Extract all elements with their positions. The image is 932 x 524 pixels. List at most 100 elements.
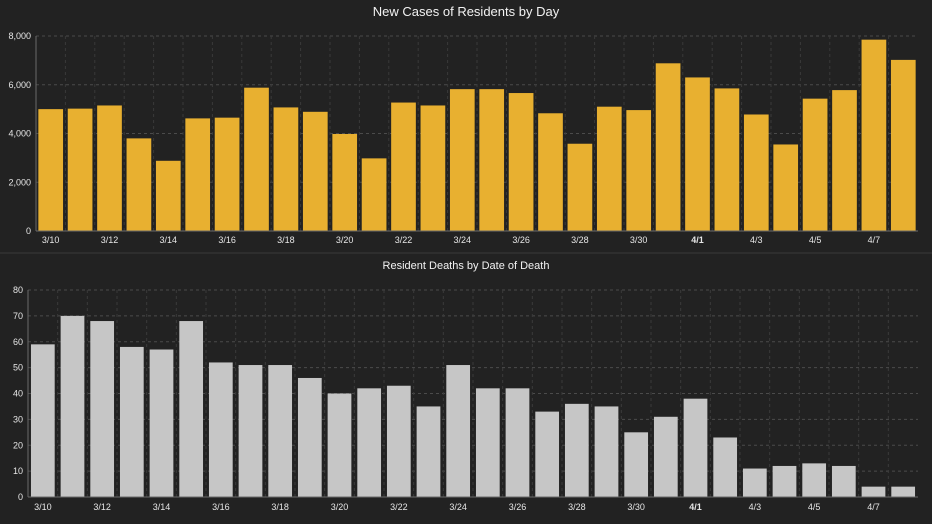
bar-3-17[interactable]: 3/17: 51	[238, 365, 263, 497]
bar-3-28[interactable]: 3/28: 3580	[567, 143, 593, 231]
bar-3-13[interactable]: 3/13: 58	[119, 346, 144, 497]
bar-4-4[interactable]: 4/4: 3550	[773, 144, 799, 231]
bar-3-24[interactable]: 3/24: 5820	[449, 89, 475, 231]
bar-4-6[interactable]: 4/6: 12	[831, 465, 856, 497]
y-tick-label: 6,000	[8, 80, 31, 90]
bar-4-3[interactable]: 4/3: 11	[742, 468, 767, 497]
bar-3-10[interactable]: 3/10: 59	[30, 344, 55, 497]
y-tick-label: 4,000	[8, 129, 31, 139]
bar-3-21[interactable]: 3/21: 2980	[361, 158, 387, 231]
bar-3-30[interactable]: 3/30: 4960	[626, 110, 652, 231]
bar-3-20[interactable]: 3/20: 40	[327, 393, 352, 498]
bar-3-11[interactable]: 3/11: 70	[60, 315, 85, 497]
bar-4-2[interactable]: 4/2: 5850	[714, 88, 740, 231]
bar-3-21[interactable]: 3/21: 42	[357, 388, 382, 497]
x-tick-label: 3/20	[331, 502, 349, 512]
x-tick-label: 3/30	[627, 502, 645, 512]
plot-deaths: 0 10 20 30 40 50 60 70 80 3/10: 593/11: 703/12: 6…	[13, 285, 918, 512]
x-tick-label: 3/10	[42, 235, 60, 245]
bar-4-7[interactable]: 4/7: 7850	[861, 39, 887, 231]
bar-3-27[interactable]: 3/27: 4830	[538, 113, 563, 231]
bar-3-31[interactable]: 3/31: 31	[653, 416, 678, 497]
x-tick-label: 4/7	[867, 502, 880, 512]
y-tick-label: 40	[13, 389, 23, 399]
bar-4-8[interactable]: 4/8: 4	[891, 486, 916, 497]
bar-4-1[interactable]: 4/1: 6300	[685, 77, 710, 231]
y-tick-label: 60	[13, 337, 23, 347]
x-tick-label: 3/16	[218, 235, 236, 245]
bar-3-17[interactable]: 3/17: 5880	[244, 87, 269, 231]
bar-3-22[interactable]: 3/22: 43	[386, 385, 411, 497]
y-tick-label: 80	[13, 285, 23, 295]
bar-4-6[interactable]: 4/6: 5780	[832, 90, 857, 231]
bar-4-3[interactable]: 4/3: 4780	[743, 114, 769, 231]
x-tick-label: 4/1	[689, 502, 702, 512]
bar-3-20[interactable]: 3/20: 3980	[332, 133, 358, 231]
bar-3-14[interactable]: 3/14: 57	[149, 349, 174, 497]
x-tick-label: 4/5	[809, 235, 822, 245]
bar-3-11[interactable]: 3/11: 5020	[67, 108, 93, 231]
x-tick-label: 3/18	[271, 502, 289, 512]
bar-3-10[interactable]: 3/10: 5000	[38, 109, 64, 231]
bar-3-23[interactable]: 3/23: 35	[416, 406, 441, 497]
bar-3-28[interactable]: 3/28: 36	[564, 403, 589, 497]
x-tick-label: 4/5	[808, 502, 821, 512]
bar-3-18[interactable]: 3/18: 5070	[273, 107, 299, 231]
bar-3-18[interactable]: 3/18: 51	[268, 365, 293, 497]
y-tick-label: 50	[13, 363, 23, 373]
bar-3-26[interactable]: 3/26: 5660	[508, 93, 534, 231]
x-tick-label: 3/24	[449, 502, 467, 512]
chart-title-cases: New Cases of Residents by Day	[373, 4, 560, 19]
bar-3-26[interactable]: 3/26: 42	[505, 388, 530, 497]
bar-3-30[interactable]: 3/30: 25	[624, 432, 649, 497]
y-tick-label: 2,000	[8, 177, 31, 187]
bar-3-19[interactable]: 3/19: 46	[297, 377, 322, 497]
x-tick-label: 3/20	[336, 235, 354, 245]
bar-3-25[interactable]: 3/25: 42	[475, 388, 500, 497]
x-tick-label: 4/3	[750, 235, 763, 245]
y-tick-label: 0	[18, 492, 23, 502]
bar-3-16[interactable]: 3/16: 4650	[214, 117, 240, 231]
bar-4-1[interactable]: 4/1: 38	[683, 398, 708, 497]
bar-3-27[interactable]: 3/27: 33	[535, 411, 560, 497]
x-tick-label: 3/28	[571, 235, 589, 245]
bar-3-15[interactable]: 3/15: 68	[179, 321, 204, 497]
bar-4-7[interactable]: 4/7: 4	[861, 486, 886, 497]
bar-3-12[interactable]: 3/12: 5150	[97, 105, 122, 231]
bar-4-2[interactable]: 4/2: 23	[713, 437, 738, 497]
x-tick-label: 3/26	[509, 502, 527, 512]
x-tick-label: 3/10	[34, 502, 52, 512]
y-tick-label: 20	[13, 440, 23, 450]
bar-4-5[interactable]: 4/5: 5430	[802, 98, 828, 231]
x-tick-label: 4/3	[749, 502, 762, 512]
bar-3-12[interactable]: 3/12: 68	[90, 321, 115, 497]
bar-3-15[interactable]: 3/15: 4620	[185, 118, 211, 231]
bar-3-16[interactable]: 3/16: 52	[208, 362, 233, 497]
bar-3-31[interactable]: 3/31: 6880	[655, 63, 681, 231]
x-tick-label: 3/22	[390, 502, 408, 512]
bar-3-22[interactable]: 3/22: 5270	[391, 102, 416, 231]
bar-4-5[interactable]: 4/5: 13	[802, 463, 827, 497]
x-tick-label: 3/26	[512, 235, 530, 245]
bar-3-23[interactable]: 3/23: 5150	[420, 105, 446, 231]
bar-4-8[interactable]: 4/8: 7020	[890, 59, 916, 232]
bar-3-25[interactable]: 3/25: 5820	[479, 89, 505, 231]
y-tick-label: 0	[26, 226, 31, 236]
bar-3-13[interactable]: 3/13: 3800	[126, 138, 152, 231]
bar-3-14[interactable]: 3/14: 2880	[155, 160, 181, 231]
bar-4-4[interactable]: 4/4: 12	[772, 465, 797, 497]
x-tick-label: 3/28	[568, 502, 586, 512]
chart-title-deaths: Resident Deaths by Date of Death	[383, 260, 550, 272]
bar-3-29[interactable]: 3/29: 35	[594, 406, 619, 497]
x-tick-label: 3/12	[93, 502, 111, 512]
x-tick-label: 3/18	[277, 235, 295, 245]
plot-cases: 0 2,000 4,000 6,000 8,000 3/10: 50003/11: 502…	[8, 31, 918, 245]
bar-3-19[interactable]: 3/19: 4890	[302, 111, 328, 231]
bar-3-29[interactable]: 3/29: 5100	[596, 106, 622, 231]
x-tick-label: 3/16	[212, 502, 230, 512]
x-tick-label: 3/14	[153, 502, 171, 512]
x-tick-label: 3/24	[454, 235, 472, 245]
x-tick-label: 3/30	[630, 235, 648, 245]
bar-3-24[interactable]: 3/24: 51	[446, 365, 471, 497]
